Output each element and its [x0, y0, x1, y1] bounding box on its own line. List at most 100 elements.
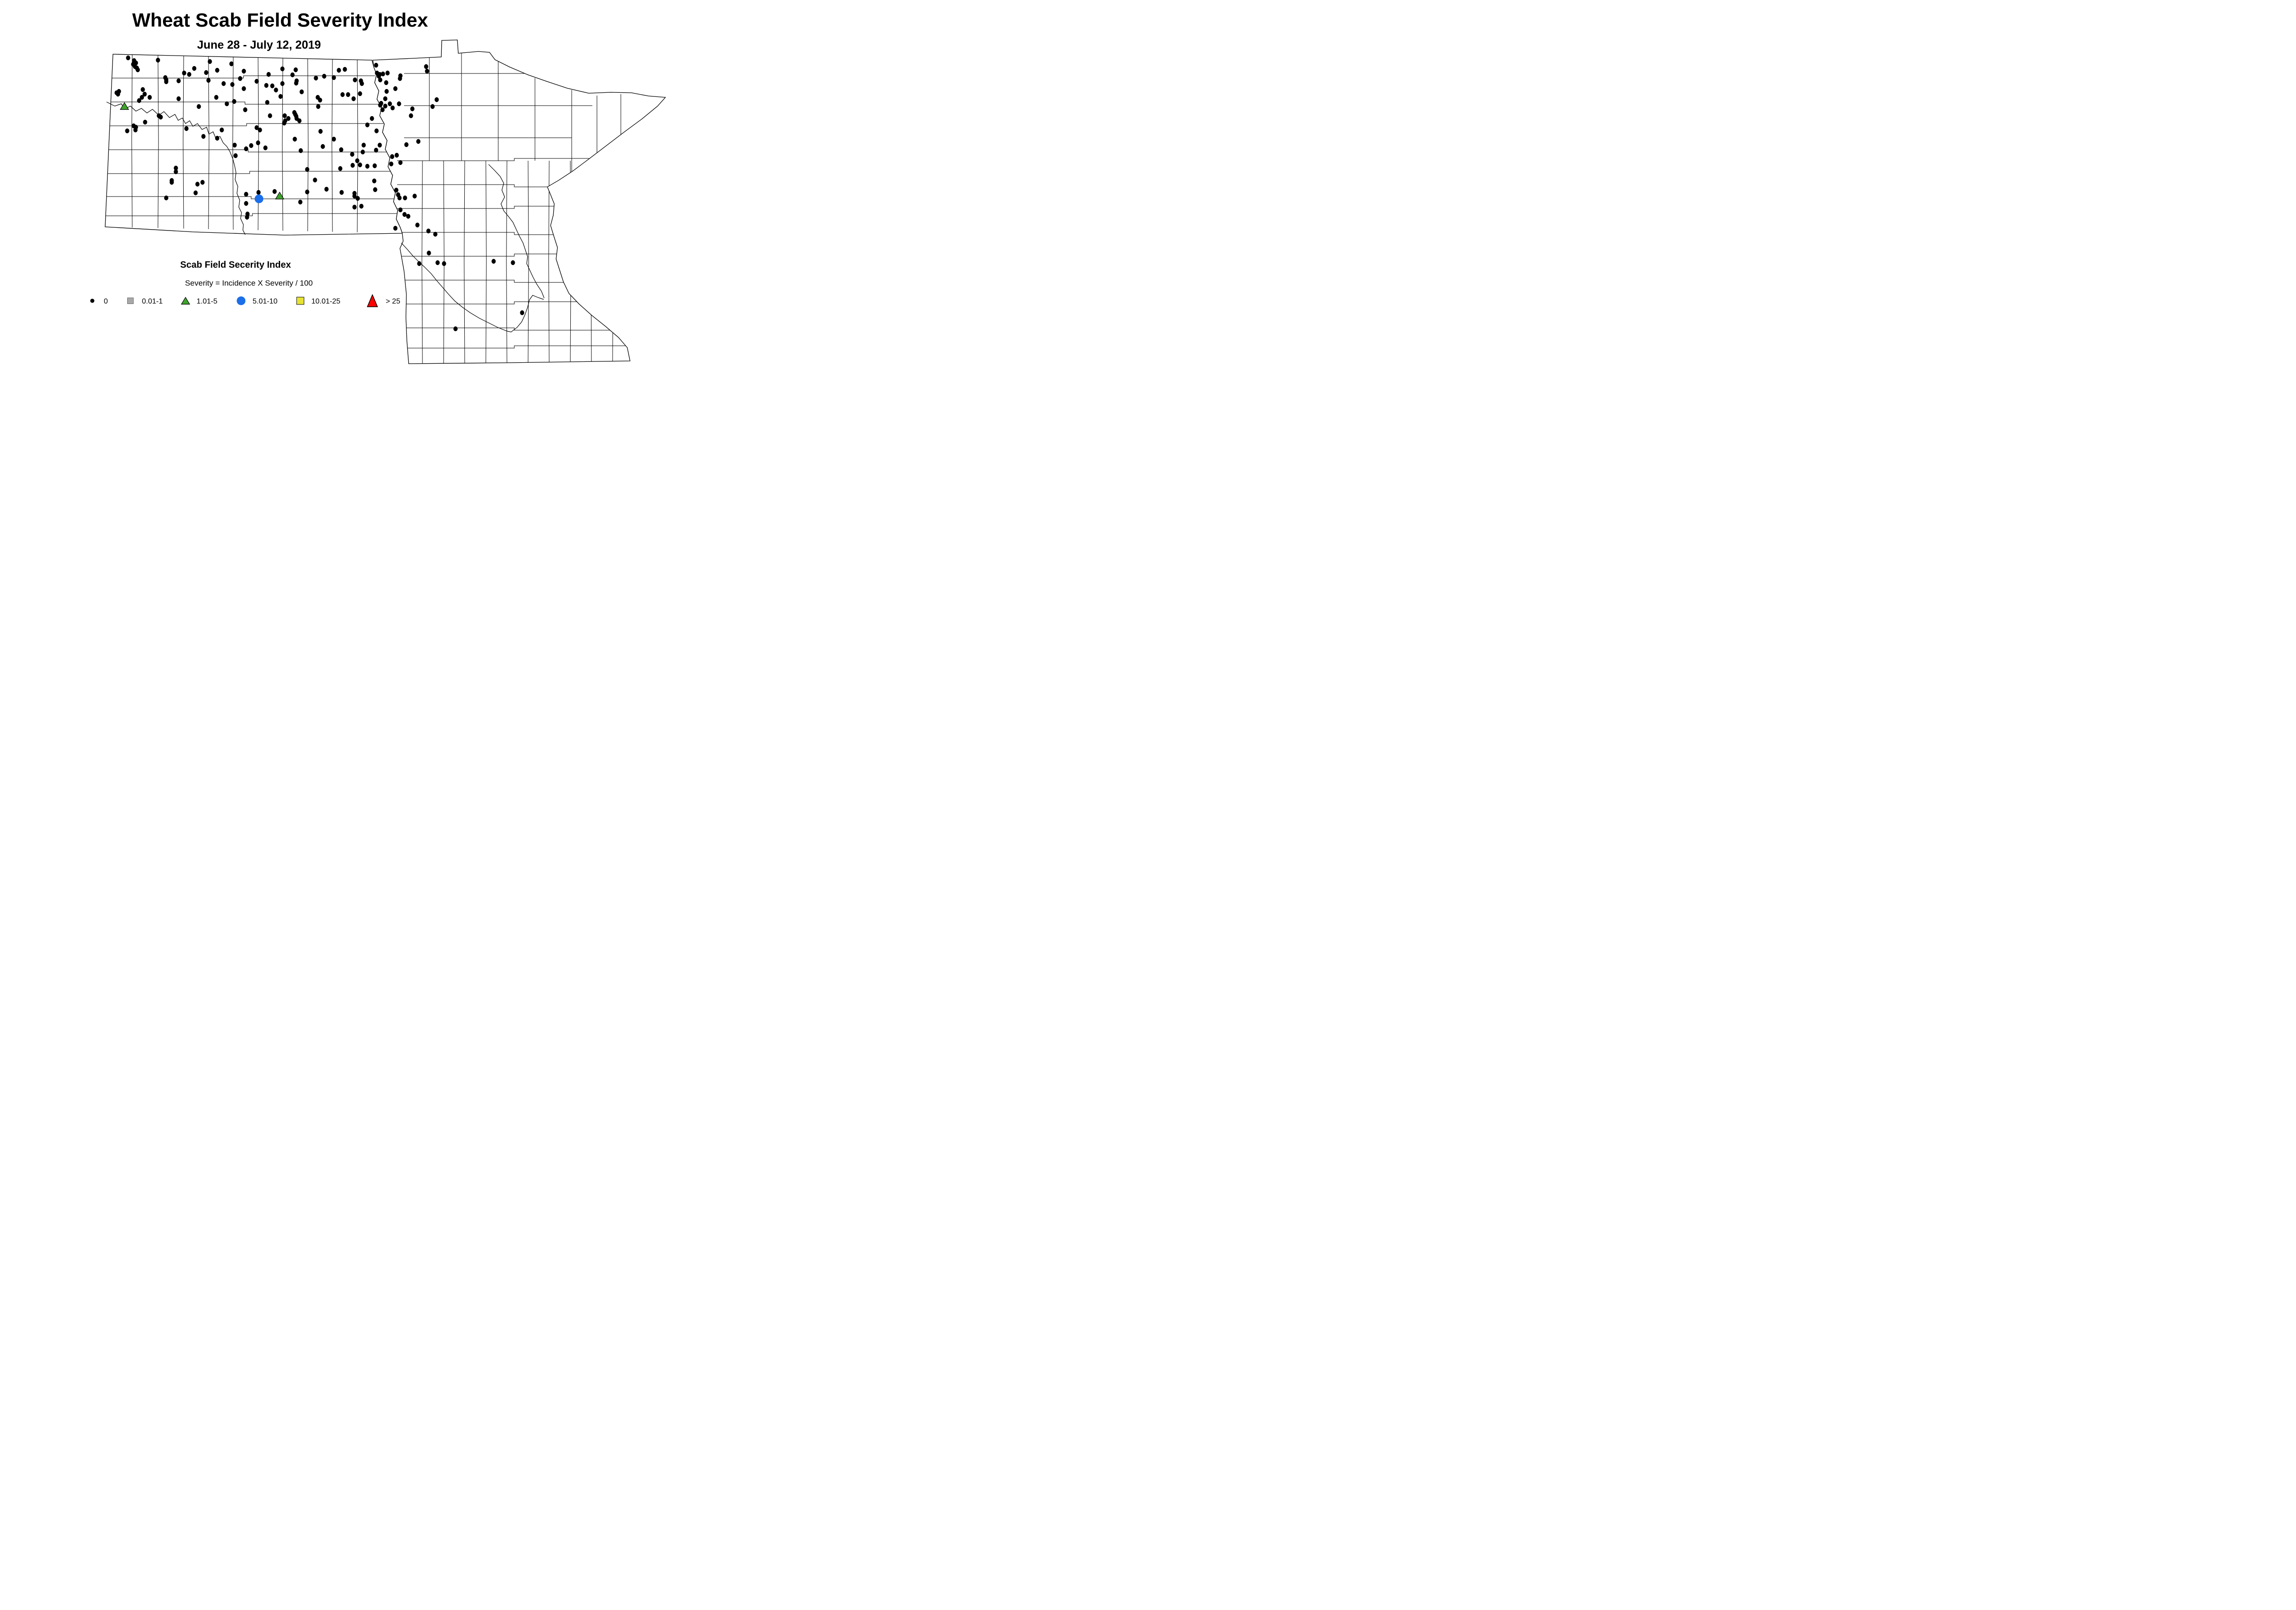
severity-point-dot	[232, 142, 237, 148]
severity-point-dot	[381, 71, 385, 77]
severity-point-dot	[358, 162, 362, 168]
severity-point-dot	[215, 135, 219, 141]
severity-point-dot	[352, 193, 357, 199]
severity-point-dot	[208, 59, 212, 64]
severity-point-dot	[164, 195, 169, 201]
severity-point-dot	[378, 77, 383, 83]
severity-point-dot	[282, 120, 287, 126]
legend-item-label-0: 0	[104, 298, 108, 305]
severity-point-dot	[125, 128, 129, 134]
severity-point-dot	[415, 222, 420, 228]
severity-point-dot	[169, 180, 174, 185]
severity-point-dot	[182, 70, 186, 76]
severity-point-dot	[359, 203, 364, 209]
severity-data-points-layer	[114, 55, 524, 332]
severity-point-dot	[442, 261, 446, 266]
severity-point-dot	[318, 129, 323, 134]
severity-point-dot	[318, 97, 322, 103]
severity-point-dot	[147, 95, 152, 100]
severity-point-dot	[204, 70, 208, 75]
severity-point-dot	[380, 107, 385, 113]
legend-blue-circle-marker	[236, 296, 246, 305]
severity-point-dot	[426, 228, 431, 234]
severity-point-dot	[434, 97, 439, 102]
minnesota-river	[401, 242, 544, 332]
legend-item-label-5: > 25	[386, 298, 400, 305]
severity-point-dot	[229, 61, 234, 67]
severity-point-dot	[355, 196, 360, 201]
severity-point-dot	[374, 128, 379, 134]
severity-point-dot	[297, 118, 302, 124]
legend-heading: Scab Field Secerity Index	[180, 260, 291, 270]
severity-point-dot	[197, 104, 201, 109]
severity-point-dot	[370, 116, 374, 121]
severity-point-dot	[278, 94, 283, 99]
severity-point-dot	[254, 79, 259, 84]
severity-point-dot	[340, 92, 345, 97]
severity-point-dot	[402, 212, 407, 217]
severity-point-dot	[293, 136, 297, 142]
severity-point-dot	[324, 186, 329, 192]
severity-point-dot	[184, 126, 189, 131]
severity-point-dot	[403, 195, 407, 201]
severity-point-dot	[135, 67, 140, 73]
severity-point-dot	[242, 86, 246, 91]
severity-point-triangle	[119, 102, 129, 110]
severity-point-dot	[141, 87, 145, 92]
severity-point-dot	[264, 83, 269, 88]
severity-point-dot	[385, 70, 390, 76]
severity-point-dot	[256, 190, 261, 195]
severity-point-dot	[280, 81, 285, 86]
severity-point-dot	[143, 119, 147, 125]
mississippi-river	[488, 164, 545, 298]
severity-point-dot	[298, 148, 303, 153]
severity-point-dot	[332, 75, 336, 80]
severity-point-dot	[338, 166, 343, 171]
severity-point-dot	[343, 67, 347, 72]
severity-point-dot	[394, 187, 399, 193]
severity-point-dot	[140, 95, 144, 100]
severity-point-dot	[294, 80, 298, 86]
severity-point-dot	[158, 114, 163, 120]
severity-point-dot	[339, 190, 344, 195]
severity-point-dot	[156, 57, 160, 63]
severity-point-dot	[206, 78, 211, 83]
severity-point-dot	[270, 83, 275, 89]
severity-point-dot	[398, 76, 402, 81]
severity-point-dot	[416, 139, 421, 144]
severity-point-dot	[377, 142, 382, 148]
severity-point-dot	[286, 116, 291, 121]
severity-point-dot	[491, 259, 496, 264]
severity-point-dot	[339, 147, 343, 152]
severity-point-dot	[314, 75, 318, 81]
severity-point-dot	[383, 103, 388, 109]
severity-point-dot	[192, 66, 197, 71]
severity-point-dot	[293, 67, 298, 73]
legend-markers	[90, 294, 378, 307]
severity-point-dot	[215, 68, 219, 73]
severity-point-dot	[394, 152, 399, 158]
severity-point-dot	[244, 146, 248, 152]
legend: Scab Field Secerity Index Severity = Inc…	[90, 260, 400, 307]
severity-point-dot	[424, 64, 428, 69]
severity-point-dot	[137, 98, 141, 103]
severity-point-dot	[187, 72, 191, 77]
severity-point-dot	[133, 127, 138, 133]
severity-point-dot	[360, 81, 364, 86]
severity-point-dot	[176, 78, 181, 84]
severity-point-triangle	[275, 191, 285, 200]
severity-point-dot	[374, 62, 378, 68]
legend-item-label-2: 1.01-5	[197, 298, 217, 305]
severity-point-dot	[398, 160, 403, 165]
severity-point-dot	[520, 310, 524, 315]
severity-point-dot	[397, 101, 401, 107]
severity-point-dot	[245, 214, 249, 220]
legend-green-triangle-marker	[180, 297, 191, 305]
severity-point-dot	[430, 104, 435, 109]
severity-point-dot	[174, 165, 178, 171]
severity-point-dot	[238, 76, 242, 81]
page-title: Wheat Scab Field Severity Index	[132, 9, 428, 31]
severity-point-dot	[263, 145, 268, 151]
severity-point-dot	[256, 140, 260, 146]
severity-point-dot	[383, 96, 388, 101]
